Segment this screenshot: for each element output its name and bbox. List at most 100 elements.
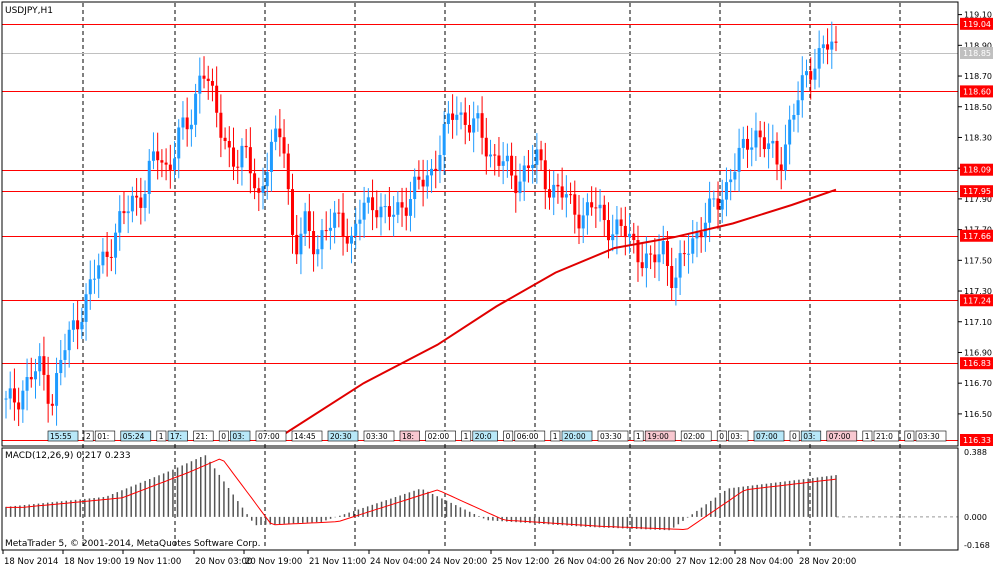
candle-body[interactable] (151, 151, 155, 161)
session-tag[interactable] (800, 430, 822, 442)
candle-body[interactable] (632, 233, 636, 241)
candle-body[interactable] (143, 193, 147, 208)
candle-body[interactable] (92, 278, 96, 280)
candle-body[interactable] (729, 179, 733, 183)
candle-body[interactable] (38, 356, 42, 372)
session-tag[interactable] (862, 430, 873, 442)
session-tag[interactable] (503, 430, 514, 442)
candle-body[interactable] (320, 230, 324, 250)
session-tags[interactable]: 15:55 2 01: 05:24 1 17: 21: 0 03: 07:00 14:45 20:30… (47, 430, 947, 442)
candle-body[interactable] (337, 212, 341, 214)
candle-body[interactable] (438, 154, 442, 171)
candle-body[interactable] (240, 145, 244, 168)
candle-body[interactable] (269, 141, 273, 172)
candle-body[interactable] (160, 160, 164, 163)
candle-body[interactable] (177, 127, 181, 159)
candle-body[interactable] (649, 253, 653, 255)
candle-body[interactable] (653, 254, 657, 263)
candle-body[interactable] (771, 140, 775, 144)
candle-body[interactable] (84, 294, 88, 322)
candle-body[interactable] (720, 199, 724, 210)
candle-body[interactable] (531, 164, 535, 168)
candle-body[interactable] (754, 130, 758, 148)
candle-body[interactable] (392, 214, 396, 217)
candle-body[interactable] (194, 93, 198, 125)
candle-body[interactable] (349, 235, 353, 244)
candle-body[interactable] (687, 253, 691, 255)
candle-body[interactable] (307, 211, 311, 232)
candle-body[interactable] (408, 199, 412, 216)
candle-body[interactable] (387, 206, 391, 217)
candle-body[interactable] (526, 165, 530, 168)
candle-body[interactable] (510, 155, 514, 176)
session-tag[interactable] (633, 430, 644, 442)
candle-body[interactable] (29, 377, 33, 380)
session-tag[interactable] (120, 430, 152, 442)
candle-body[interactable] (371, 197, 375, 211)
candle-body[interactable] (185, 117, 189, 130)
session-tag[interactable] (425, 430, 456, 442)
candle-body[interactable] (354, 223, 358, 236)
candle-body[interactable] (202, 75, 206, 79)
candle-body[interactable] (699, 232, 703, 238)
candle-body[interactable] (156, 151, 160, 161)
candle-body[interactable] (594, 207, 598, 209)
candle-body[interactable] (295, 234, 299, 255)
candle-body[interactable] (708, 198, 712, 223)
session-tag[interactable] (193, 430, 214, 442)
candle-body[interactable] (434, 168, 438, 171)
candle-body[interactable] (375, 210, 379, 218)
candle-body[interactable] (505, 155, 509, 162)
session-tag[interactable] (167, 430, 188, 442)
candle-body[interactable] (767, 143, 771, 150)
candle-body[interactable] (324, 230, 328, 232)
candle-body[interactable] (4, 398, 8, 400)
candle-body[interactable] (573, 194, 577, 215)
candle-body[interactable] (12, 388, 16, 403)
candle-body[interactable] (716, 198, 720, 210)
candle-body[interactable] (813, 68, 817, 80)
candle-body[interactable] (733, 171, 737, 180)
candle-body[interactable] (223, 137, 227, 142)
candle-body[interactable] (674, 277, 678, 289)
candle-body[interactable] (253, 173, 257, 189)
candle-body[interactable] (219, 112, 223, 138)
candle-body[interactable] (21, 390, 25, 410)
candle-body[interactable] (640, 262, 644, 269)
candle-body[interactable] (265, 171, 269, 187)
candle-body[interactable] (122, 211, 126, 214)
candle-body[interactable] (741, 138, 745, 148)
candle-body[interactable] (147, 160, 151, 194)
candle-body[interactable] (8, 388, 12, 399)
candle-body[interactable] (164, 162, 168, 165)
candle-body[interactable] (278, 128, 282, 138)
session-tag[interactable] (83, 430, 94, 442)
candle-body[interactable] (577, 214, 581, 229)
candle-body[interactable] (657, 254, 661, 263)
candle-body[interactable] (25, 377, 29, 391)
candle-body[interactable] (779, 164, 783, 171)
candle-body[interactable] (569, 194, 573, 196)
candle-body[interactable] (76, 320, 80, 330)
candle-body[interactable] (560, 186, 564, 198)
candle-body[interactable] (236, 166, 240, 168)
candle-body[interactable] (501, 161, 505, 166)
candle-body[interactable] (636, 240, 640, 263)
candle-body[interactable] (286, 153, 290, 190)
session-tag[interactable] (915, 430, 947, 442)
candle-body[interactable] (826, 44, 830, 50)
candle-body[interactable] (535, 149, 539, 165)
candle-body[interactable] (480, 113, 484, 138)
candle-body[interactable] (459, 112, 463, 115)
candle-body[interactable] (665, 240, 669, 266)
candle-body[interactable] (615, 219, 619, 235)
candle-body[interactable] (493, 154, 497, 156)
candle-body[interactable] (611, 234, 615, 241)
candle-body[interactable] (366, 197, 370, 203)
candle-body[interactable] (425, 175, 429, 187)
session-tag[interactable] (47, 430, 79, 442)
candle-body[interactable] (299, 233, 303, 255)
candle-body[interactable] (341, 212, 345, 237)
session-tag[interactable] (291, 430, 323, 442)
candle-body[interactable] (539, 149, 543, 161)
